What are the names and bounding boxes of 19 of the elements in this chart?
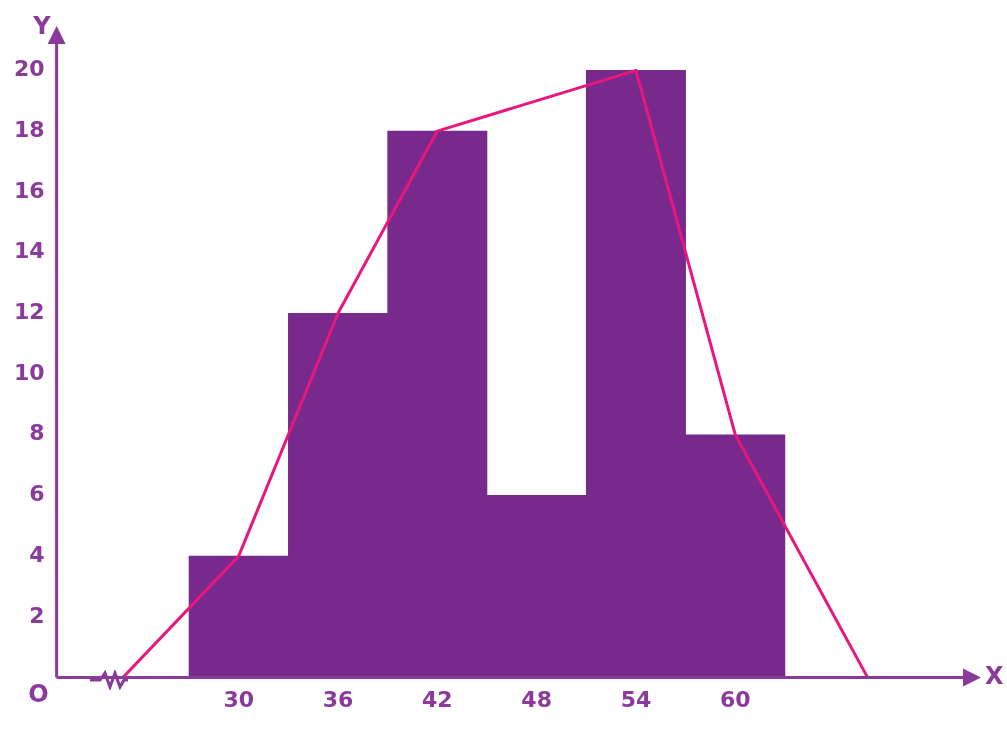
y-tick-label: 8	[29, 420, 45, 446]
x-tick-label: 42	[422, 686, 453, 712]
x-axis-title: X	[985, 661, 1004, 690]
y-tick-label: 18	[13, 116, 45, 142]
x-tick-label: 60	[719, 686, 751, 712]
y-axis-title: Y	[32, 12, 52, 41]
y-tick-label: 4	[29, 541, 45, 567]
text: O	[28, 679, 49, 708]
x-tick-label: 54	[620, 686, 652, 712]
y-tick-label: 10	[13, 359, 45, 385]
y-tick-label: 6	[29, 481, 45, 507]
y-tick-label: 16	[13, 177, 45, 203]
y-tick-label: 2	[29, 602, 45, 628]
x-tick-label: 36	[322, 686, 354, 712]
y-tick-label: 14	[13, 238, 45, 264]
y-tick-label: 12	[13, 298, 45, 324]
x-tick-label: 48	[521, 686, 552, 712]
x-tick-label: 30	[223, 686, 254, 712]
y-tick-label: 20	[13, 56, 45, 82]
